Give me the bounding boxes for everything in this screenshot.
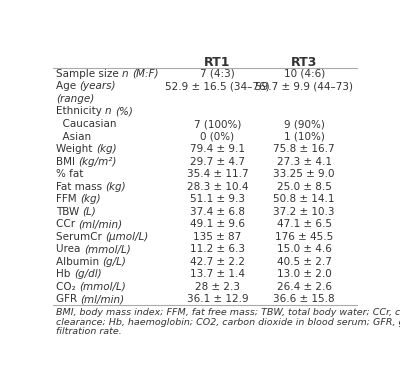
Text: RT3: RT3 bbox=[291, 56, 317, 69]
Text: 176 ± 45.5: 176 ± 45.5 bbox=[275, 232, 333, 242]
Text: 79.4 ± 9.1: 79.4 ± 9.1 bbox=[190, 144, 245, 154]
Text: BMI, body mass index; FFM, fat free mass; TBW, total body water; CCr, creatinine: BMI, body mass index; FFM, fat free mass… bbox=[56, 308, 400, 317]
Text: 7 (100%): 7 (100%) bbox=[194, 119, 241, 129]
Text: GFR: GFR bbox=[56, 294, 80, 304]
Text: Hb: Hb bbox=[56, 269, 74, 279]
Text: Fat mass: Fat mass bbox=[56, 181, 106, 192]
Text: 75.8 ± 16.7: 75.8 ± 16.7 bbox=[273, 144, 335, 154]
Text: n: n bbox=[122, 69, 132, 79]
Text: 51.1 ± 9.3: 51.1 ± 9.3 bbox=[190, 194, 245, 204]
Text: (%): (%) bbox=[115, 107, 133, 117]
Text: filtration rate.: filtration rate. bbox=[56, 327, 122, 336]
Text: Albumin: Albumin bbox=[56, 256, 102, 267]
Text: BMI: BMI bbox=[56, 157, 78, 166]
Text: Ethnicity: Ethnicity bbox=[56, 107, 105, 117]
Text: 36.6 ± 15.8: 36.6 ± 15.8 bbox=[273, 294, 335, 304]
Text: 50.8 ± 14.1: 50.8 ± 14.1 bbox=[274, 194, 335, 204]
Text: 13.0 ± 2.0: 13.0 ± 2.0 bbox=[277, 269, 332, 279]
Text: (µmol/L): (µmol/L) bbox=[105, 232, 148, 242]
Text: (L): (L) bbox=[83, 207, 96, 216]
Text: (range): (range) bbox=[56, 94, 94, 104]
Text: 25.0 ± 8.5: 25.0 ± 8.5 bbox=[277, 181, 332, 192]
Text: 37.2 ± 10.3: 37.2 ± 10.3 bbox=[274, 207, 335, 216]
Text: (kg): (kg) bbox=[106, 181, 126, 192]
Text: 0 (0%): 0 (0%) bbox=[200, 131, 234, 141]
Text: clearance; Hb, haemoglobin; CO2, carbon dioxide in blood serum; GFR, glomerular: clearance; Hb, haemoglobin; CO2, carbon … bbox=[56, 318, 400, 327]
Text: 28.3 ± 10.4: 28.3 ± 10.4 bbox=[187, 181, 248, 192]
Text: % fat: % fat bbox=[56, 169, 84, 179]
Text: 33.25 ± 9.0: 33.25 ± 9.0 bbox=[274, 169, 335, 179]
Text: 27.3 ± 4.1: 27.3 ± 4.1 bbox=[277, 157, 332, 166]
Text: 26.4 ± 2.6: 26.4 ± 2.6 bbox=[277, 282, 332, 291]
Text: 135 ± 87: 135 ± 87 bbox=[193, 232, 242, 242]
Text: 9 (90%): 9 (90%) bbox=[284, 119, 325, 129]
Text: RT1: RT1 bbox=[204, 56, 231, 69]
Text: Age: Age bbox=[56, 82, 80, 91]
Text: SerumCr: SerumCr bbox=[56, 232, 105, 242]
Text: 40.5 ± 2.7: 40.5 ± 2.7 bbox=[277, 256, 332, 267]
Text: 59.7 ± 9.9 (44–73): 59.7 ± 9.9 (44–73) bbox=[255, 82, 353, 91]
Text: (M:F): (M:F) bbox=[132, 69, 158, 79]
Text: 28 ± 2.3: 28 ± 2.3 bbox=[195, 282, 240, 291]
Text: 36.1 ± 12.9: 36.1 ± 12.9 bbox=[186, 294, 248, 304]
Text: CO₂: CO₂ bbox=[56, 282, 79, 291]
Text: 10 (4:6): 10 (4:6) bbox=[284, 69, 325, 79]
Text: Weight: Weight bbox=[56, 144, 96, 154]
Text: Asian: Asian bbox=[56, 131, 91, 141]
Text: 47.1 ± 6.5: 47.1 ± 6.5 bbox=[277, 219, 332, 229]
Text: 1 (10%): 1 (10%) bbox=[284, 131, 325, 141]
Text: 35.4 ± 11.7: 35.4 ± 11.7 bbox=[186, 169, 248, 179]
Text: (years): (years) bbox=[80, 82, 116, 91]
Text: 15.0 ± 4.6: 15.0 ± 4.6 bbox=[277, 244, 332, 254]
Text: (kg): (kg) bbox=[80, 194, 101, 204]
Text: Urea: Urea bbox=[56, 244, 84, 254]
Text: 37.4 ± 6.8: 37.4 ± 6.8 bbox=[190, 207, 245, 216]
Text: (g/L): (g/L) bbox=[102, 256, 126, 267]
Text: (ml/min): (ml/min) bbox=[78, 219, 123, 229]
Text: Sample size: Sample size bbox=[56, 69, 122, 79]
Text: (mmol/L): (mmol/L) bbox=[84, 244, 130, 254]
Text: n: n bbox=[105, 107, 115, 117]
Text: 52.9 ± 16.5 (34–76): 52.9 ± 16.5 (34–76) bbox=[165, 82, 270, 91]
Text: (ml/min): (ml/min) bbox=[80, 294, 125, 304]
Text: Caucasian: Caucasian bbox=[56, 119, 117, 129]
Text: 29.7 ± 4.7: 29.7 ± 4.7 bbox=[190, 157, 245, 166]
Text: 49.1 ± 9.6: 49.1 ± 9.6 bbox=[190, 219, 245, 229]
Text: FFM: FFM bbox=[56, 194, 80, 204]
Text: 7 (4:3): 7 (4:3) bbox=[200, 69, 235, 79]
Text: 11.2 ± 6.3: 11.2 ± 6.3 bbox=[190, 244, 245, 254]
Text: 13.7 ± 1.4: 13.7 ± 1.4 bbox=[190, 269, 245, 279]
Text: TBW: TBW bbox=[56, 207, 83, 216]
Text: (kg): (kg) bbox=[96, 144, 116, 154]
Text: (kg/m²): (kg/m²) bbox=[78, 157, 117, 166]
Text: (mmol/L): (mmol/L) bbox=[79, 282, 126, 291]
Text: CCr: CCr bbox=[56, 219, 78, 229]
Text: 42.7 ± 2.2: 42.7 ± 2.2 bbox=[190, 256, 245, 267]
Text: (g/dl): (g/dl) bbox=[74, 269, 102, 279]
